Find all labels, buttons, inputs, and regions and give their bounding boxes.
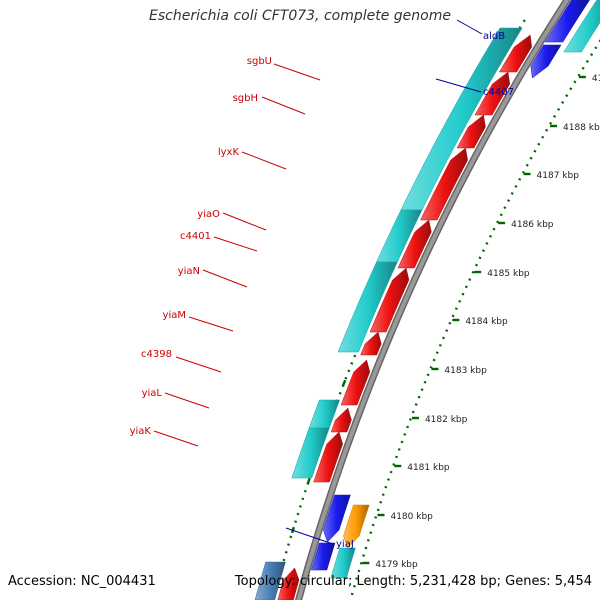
genome-title: Escherichia coli CFT073, complete genome xyxy=(149,8,451,24)
scale-dotted-ring xyxy=(349,38,600,600)
cds-red xyxy=(456,114,486,149)
scale-tick-label: 4188 kbp xyxy=(563,123,600,133)
cds-red xyxy=(420,147,468,221)
cds-steel xyxy=(254,561,286,600)
gene-label-c4407: c4407 xyxy=(483,87,514,98)
gene-leader-line xyxy=(175,356,222,373)
gene-leader-line xyxy=(285,527,334,545)
gene-leader-line xyxy=(202,269,248,288)
gene-label-aldB: aldB xyxy=(483,31,505,42)
gene-label-yiaN: yiaN xyxy=(178,266,200,277)
gene-label-yiaL: yiaL xyxy=(142,388,163,399)
cds-orange xyxy=(343,504,370,549)
cds-red xyxy=(397,219,432,269)
cds-blue xyxy=(544,0,590,43)
cds-blue xyxy=(310,542,336,571)
cds-red xyxy=(474,71,511,116)
inner-ring-dash xyxy=(306,477,311,485)
gene-label-yiaJ: yiaJ xyxy=(336,539,354,550)
backbone xyxy=(296,0,570,600)
cds-red xyxy=(313,431,343,483)
gene-leader-line xyxy=(261,96,306,115)
cds-red xyxy=(360,331,382,356)
accession-text: Accession: NC_004431 xyxy=(8,574,156,589)
cds-red xyxy=(498,34,532,73)
gene-label-c4401: c4401 xyxy=(180,231,211,242)
topology-text: Topology: circular; Length: 5,231,428 bp… xyxy=(234,574,592,589)
inner-ring-dash xyxy=(341,379,347,387)
gene-leader-line xyxy=(435,78,482,93)
gene-leader-line xyxy=(213,236,258,252)
scale-tick-label: 4186 kbp xyxy=(511,220,554,230)
gene-label-lyxK: lyxK xyxy=(218,147,240,158)
scale-tick-label: 4179 kbp xyxy=(375,560,418,570)
cds-cyan xyxy=(291,427,330,479)
gene-leader-line xyxy=(164,392,210,409)
gene-label-sgbU: sgbU xyxy=(247,56,272,67)
gene-leader-line xyxy=(241,151,287,170)
cds-blue xyxy=(323,494,351,543)
scale-tick-label: 4187 kbp xyxy=(537,171,580,181)
scale-tick-label: 4184 kbp xyxy=(465,317,508,327)
scale-tick-label: 4189 kbp xyxy=(592,74,600,84)
scale-tick-label: 4180 kbp xyxy=(390,512,433,522)
scale-tick-label: 4182 kbp xyxy=(425,415,468,425)
cds-red xyxy=(340,359,371,406)
cds-red xyxy=(330,407,352,433)
scale-tick-label: 4185 kbp xyxy=(487,269,530,279)
gene-leader-line xyxy=(222,212,267,231)
cds-red xyxy=(277,567,300,600)
scale-tick-label: 4183 kbp xyxy=(444,366,487,376)
gene-leader-line xyxy=(153,430,199,447)
gene-label-yiaM: yiaM xyxy=(163,310,186,321)
gene-leader-line xyxy=(273,63,321,81)
cds-cyan xyxy=(563,0,600,53)
gene-leader-line xyxy=(188,316,234,332)
cds-cyan xyxy=(330,547,356,579)
gene-leader-line xyxy=(456,19,483,35)
scale-tick-label: 4181 kbp xyxy=(407,463,450,473)
gene-label-yiaO: yiaO xyxy=(197,209,220,220)
gene-label-c4398: c4398 xyxy=(141,349,172,360)
cds-red xyxy=(369,267,410,333)
cds-blue xyxy=(530,44,562,79)
gene-label-yiaK: yiaK xyxy=(130,426,152,437)
cds-cyan xyxy=(337,261,398,353)
gene-label-sgbH: sgbH xyxy=(233,93,258,104)
